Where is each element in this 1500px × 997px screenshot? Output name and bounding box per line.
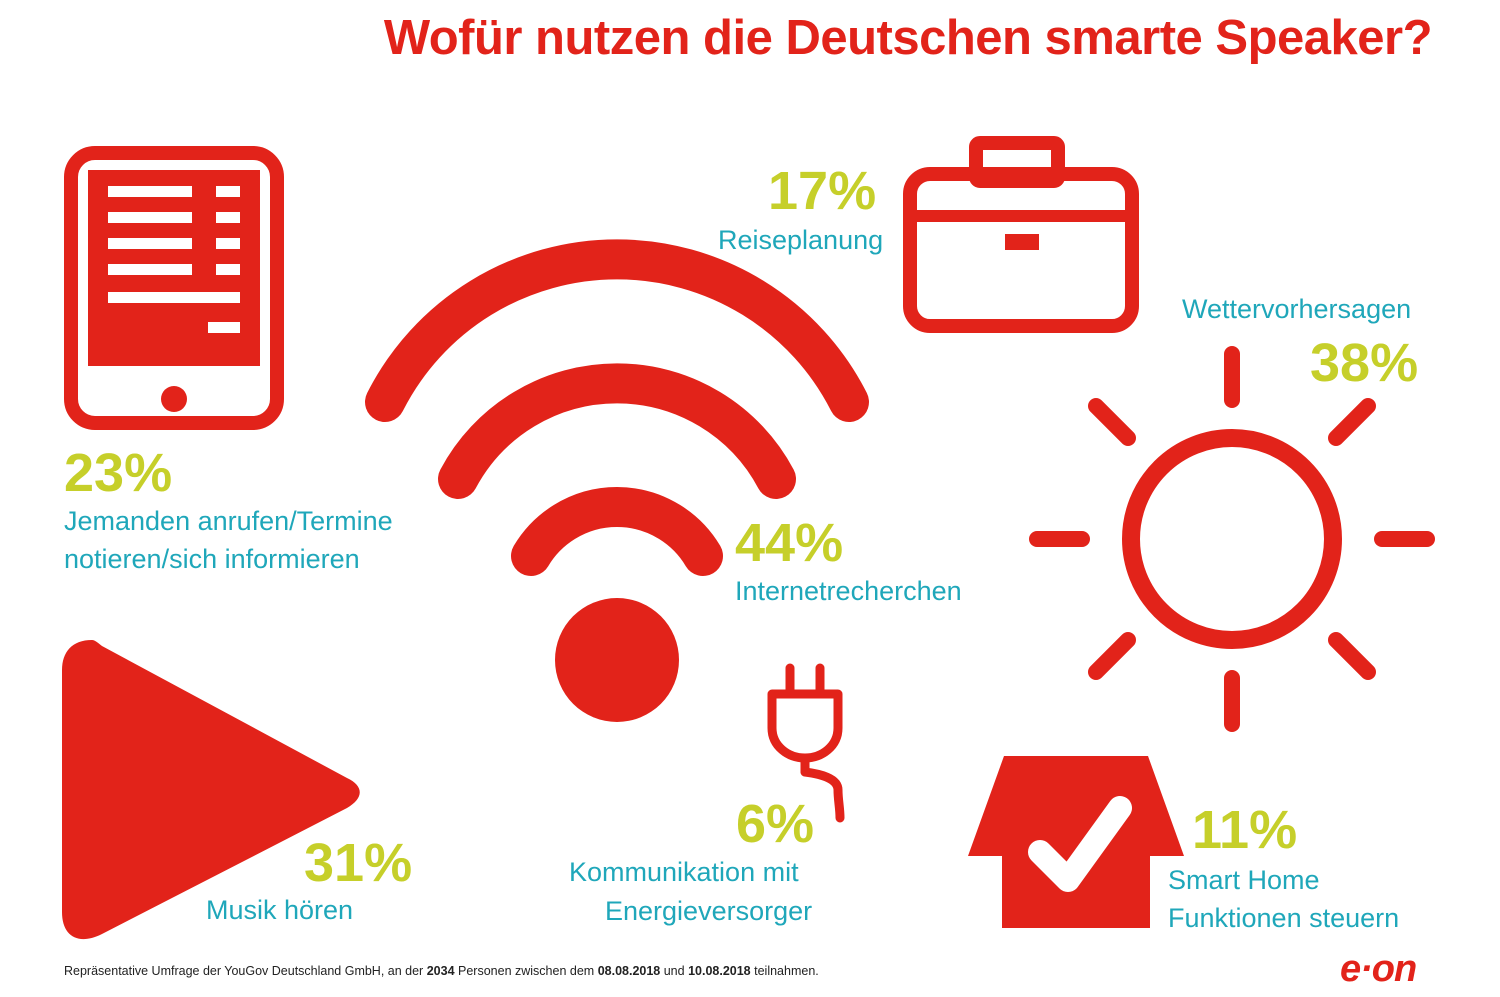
house-check-icon xyxy=(968,756,1184,928)
play-icon xyxy=(62,640,360,940)
smarthome-percent: 11% xyxy=(1192,800,1298,860)
footnote-text-post: teilnahmen. xyxy=(754,964,819,978)
energy-label-line1: Kommunikation mit xyxy=(569,857,799,887)
smarthome-label-line2: Funktionen steuern xyxy=(1168,903,1400,933)
research-percent: 44% xyxy=(735,513,844,573)
briefcase-icon xyxy=(903,136,1139,333)
footnote-date-start: 08.08.2018 xyxy=(597,964,661,978)
page-title: Wofür nutzen die Deutschen smarte Speake… xyxy=(383,11,1433,65)
source-footnote: Repräsentative Umfrage der YouGov Deutsc… xyxy=(64,964,819,978)
smarthome-label-line1: Smart Home xyxy=(1168,865,1320,895)
energy-percent: 6% xyxy=(736,794,815,854)
eon-logo: e·on xyxy=(1340,948,1417,990)
footnote-count: 2034 xyxy=(426,964,455,978)
weather-label: Wettervorhersagen xyxy=(1182,294,1412,324)
music-label: Musik hören xyxy=(206,895,354,925)
calls-percent: 23% xyxy=(64,443,173,503)
energy-label-line2: Energieversorger xyxy=(605,896,813,926)
tablet-icon xyxy=(64,146,284,430)
footnote-text-mid2: und xyxy=(663,964,685,978)
footnote-text-pre: Repräsentative Umfrage der YouGov Deutsc… xyxy=(64,964,424,978)
footnote-date-end: 10.08.2018 xyxy=(688,964,751,978)
research-label: Internetrecherchen xyxy=(735,576,962,606)
calls-label-line2: notieren/sich informieren xyxy=(64,544,360,574)
music-percent: 31% xyxy=(304,833,413,893)
footnote-text-mid1: Personen zwischen dem xyxy=(458,964,595,978)
travel-label: Reiseplanung xyxy=(718,225,884,255)
weather-percent: 38% xyxy=(1310,333,1419,393)
plug-icon xyxy=(767,663,845,823)
calls-label-line1: Jemanden anrufen/Termine xyxy=(64,506,393,536)
travel-percent: 17% xyxy=(768,161,877,221)
sun-icon xyxy=(1029,346,1435,732)
